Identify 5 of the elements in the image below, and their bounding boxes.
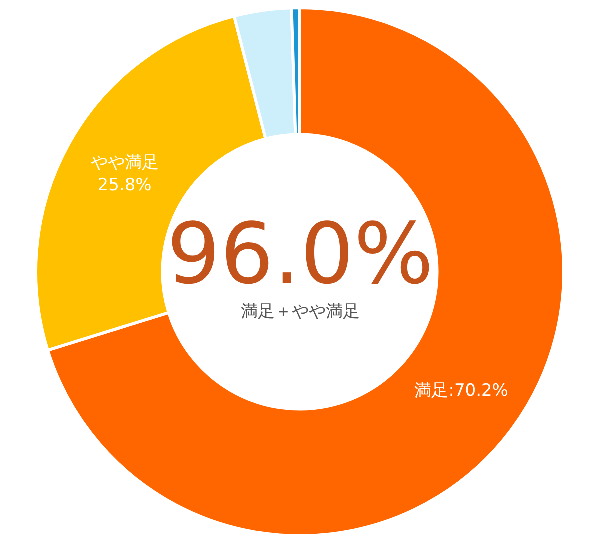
data-label: 25.8% <box>98 175 152 196</box>
text: 96.0% <box>167 205 434 303</box>
slice-label: 満足:70.2% <box>414 380 508 401</box>
text: 満足＋やや満足 <box>241 302 360 322</box>
slice-label: やや満足 <box>90 153 159 174</box>
